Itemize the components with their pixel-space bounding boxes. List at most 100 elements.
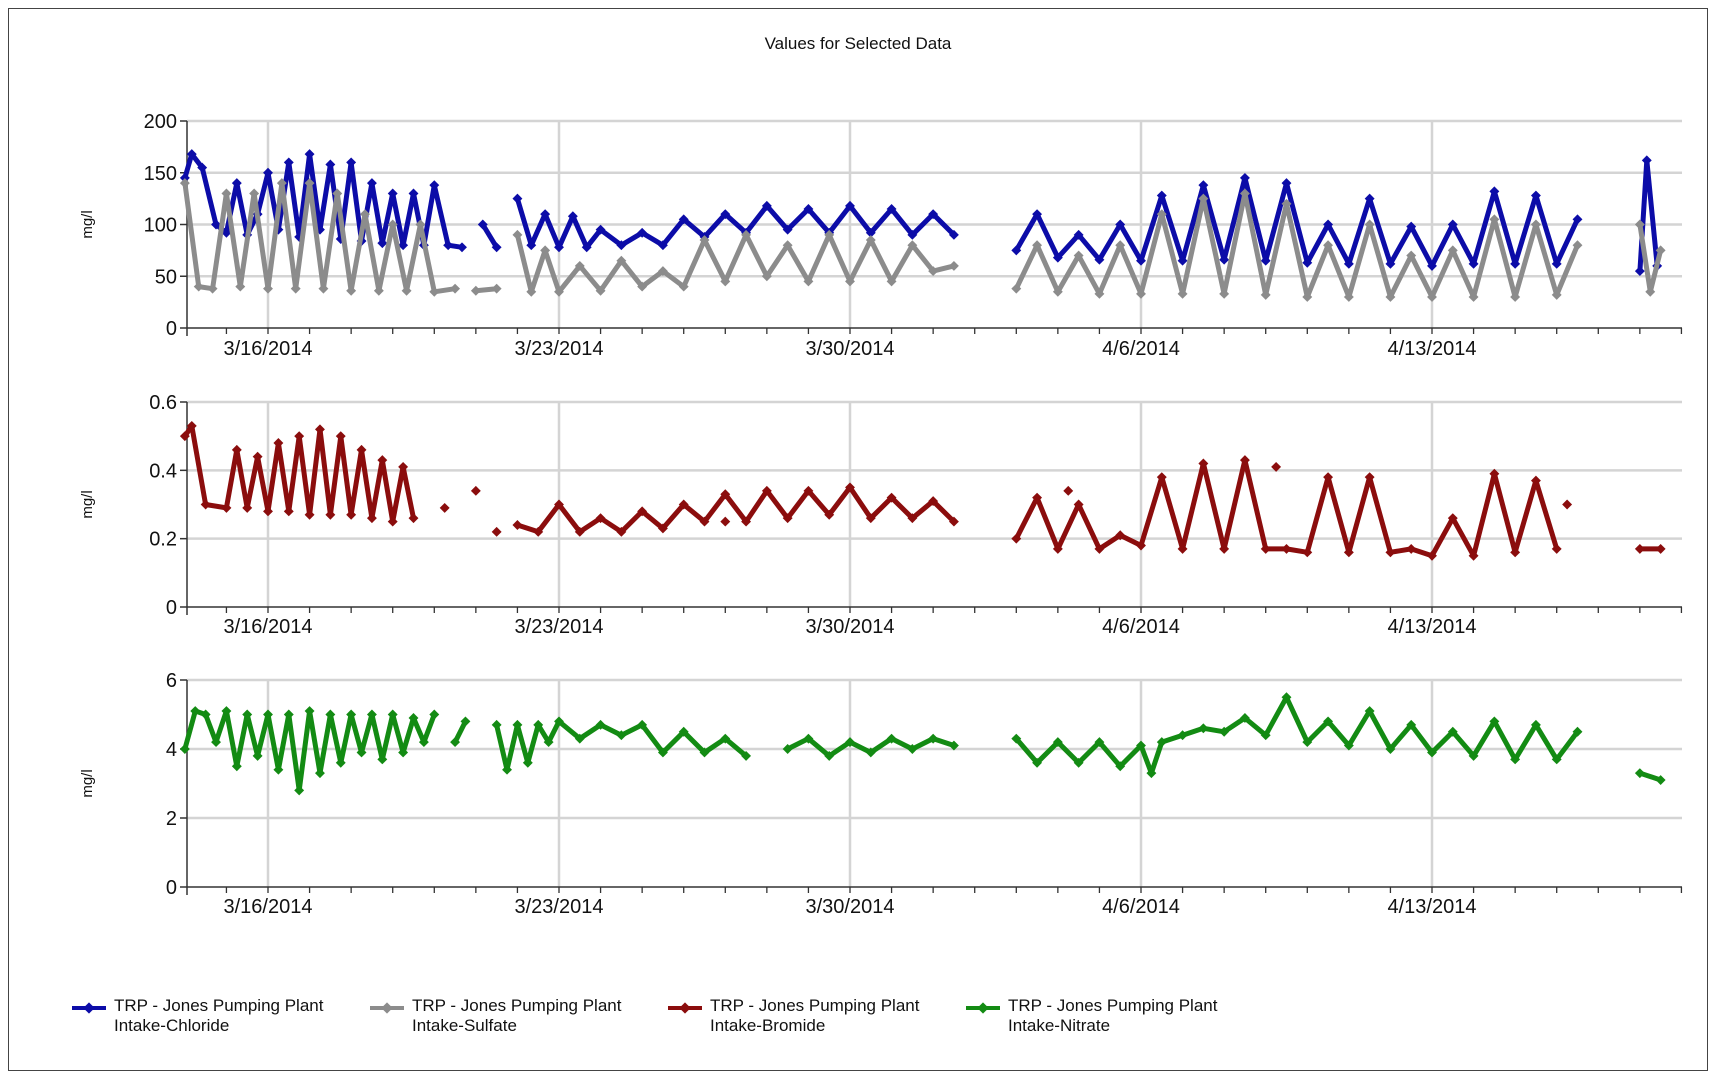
data-point bbox=[211, 219, 221, 230]
data-point bbox=[1136, 540, 1146, 551]
data-point bbox=[1156, 190, 1167, 201]
data-point bbox=[540, 209, 551, 220]
data-point bbox=[1489, 716, 1500, 727]
data-point bbox=[304, 509, 315, 520]
data-point bbox=[231, 444, 242, 455]
data-point bbox=[907, 513, 918, 524]
data-point bbox=[439, 502, 450, 513]
data-point bbox=[803, 276, 814, 287]
data-point bbox=[1406, 543, 1417, 554]
data-point bbox=[450, 283, 461, 294]
legend: TRP - Jones Pumping Plant Intake-Chloride… bbox=[70, 996, 1262, 1036]
y-tick-label: 2 bbox=[166, 808, 177, 830]
data-point bbox=[450, 737, 461, 748]
data-point bbox=[1323, 716, 1334, 727]
data-point bbox=[1530, 475, 1541, 486]
legend-label: Intake-Chloride bbox=[114, 1016, 230, 1035]
data-point bbox=[457, 242, 467, 253]
data-point bbox=[1136, 255, 1146, 266]
data-point bbox=[720, 209, 731, 220]
data-point bbox=[741, 229, 752, 240]
x-tick-label: 3/16/2014 bbox=[224, 616, 313, 638]
data-point bbox=[304, 706, 315, 716]
y-tick-label: 100 bbox=[144, 215, 177, 237]
data-point bbox=[543, 737, 554, 748]
data-point bbox=[1572, 214, 1583, 225]
data-point bbox=[377, 238, 388, 249]
data-point bbox=[845, 737, 855, 748]
data-point bbox=[1634, 266, 1645, 277]
data-point bbox=[1641, 155, 1652, 166]
x-tick-label: 4/13/2014 bbox=[1388, 616, 1477, 638]
data-point bbox=[1115, 240, 1126, 251]
data-point bbox=[263, 283, 273, 294]
x-tick-label: 4/6/2014 bbox=[1102, 338, 1180, 360]
data-point bbox=[470, 485, 481, 496]
data-point bbox=[1489, 186, 1500, 197]
data-point bbox=[1364, 219, 1375, 230]
data-point bbox=[1551, 289, 1562, 300]
y-tick-label: 6 bbox=[166, 670, 177, 692]
data-point bbox=[401, 285, 412, 296]
data-point bbox=[346, 285, 357, 296]
data-point bbox=[637, 719, 648, 730]
data-point bbox=[335, 431, 346, 442]
y-tick-label: 0.2 bbox=[149, 529, 177, 551]
data-point bbox=[616, 730, 627, 741]
data-point bbox=[554, 242, 564, 253]
y-tick-label: 150 bbox=[144, 163, 177, 185]
data-point bbox=[1146, 768, 1157, 779]
legend-swatch-nitrate bbox=[964, 996, 1002, 1016]
data-point bbox=[373, 285, 384, 296]
data-point bbox=[346, 157, 357, 168]
data-point bbox=[179, 178, 190, 189]
data-point bbox=[1551, 754, 1562, 765]
data-point bbox=[1343, 740, 1354, 751]
data-point bbox=[408, 188, 419, 199]
data-point bbox=[1177, 543, 1188, 554]
data-point bbox=[221, 227, 232, 238]
data-point bbox=[346, 509, 357, 520]
series-line bbox=[1013, 694, 1580, 776]
data-point bbox=[315, 424, 325, 435]
data-point bbox=[491, 719, 502, 730]
data-point bbox=[865, 227, 876, 238]
x-tick-label: 3/23/2014 bbox=[515, 338, 604, 360]
data-point bbox=[283, 506, 294, 517]
data-point bbox=[1572, 240, 1583, 251]
data-point bbox=[657, 523, 668, 534]
data-point bbox=[460, 716, 471, 727]
data-point bbox=[637, 281, 648, 292]
data-point bbox=[1427, 292, 1437, 302]
data-point bbox=[567, 211, 578, 222]
data-point bbox=[948, 229, 959, 240]
data-point bbox=[1655, 775, 1666, 785]
data-point bbox=[803, 204, 814, 214]
data-point bbox=[720, 516, 731, 527]
data-point bbox=[907, 240, 918, 251]
data-point bbox=[491, 242, 502, 253]
data-point bbox=[263, 709, 273, 720]
data-point bbox=[948, 260, 959, 271]
data-point bbox=[1198, 723, 1209, 734]
data-point bbox=[398, 747, 409, 758]
data-point bbox=[512, 229, 523, 240]
data-point bbox=[1032, 240, 1043, 251]
data-point bbox=[1073, 757, 1084, 768]
series-line bbox=[1013, 457, 1560, 559]
data-point bbox=[1011, 245, 1022, 256]
data-point bbox=[1572, 726, 1583, 737]
data-point bbox=[1063, 485, 1074, 496]
data-point bbox=[948, 740, 959, 751]
legend-label: TRP - Jones Pumping Plant bbox=[412, 996, 622, 1015]
legend-item-bromide: TRP - Jones Pumping Plant Intake-Bromide bbox=[666, 996, 948, 1036]
data-point bbox=[1239, 713, 1250, 723]
legend-label: TRP - Jones Pumping Plant bbox=[1008, 996, 1218, 1015]
legend-label: TRP - Jones Pumping Plant bbox=[114, 996, 324, 1015]
data-point bbox=[429, 180, 440, 191]
data-point bbox=[1385, 744, 1396, 754]
legend-item-nitrate: TRP - Jones Pumping Plant Intake-Nitrate bbox=[964, 996, 1246, 1036]
data-point bbox=[865, 235, 876, 245]
data-point bbox=[678, 726, 689, 737]
data-point bbox=[595, 513, 606, 524]
